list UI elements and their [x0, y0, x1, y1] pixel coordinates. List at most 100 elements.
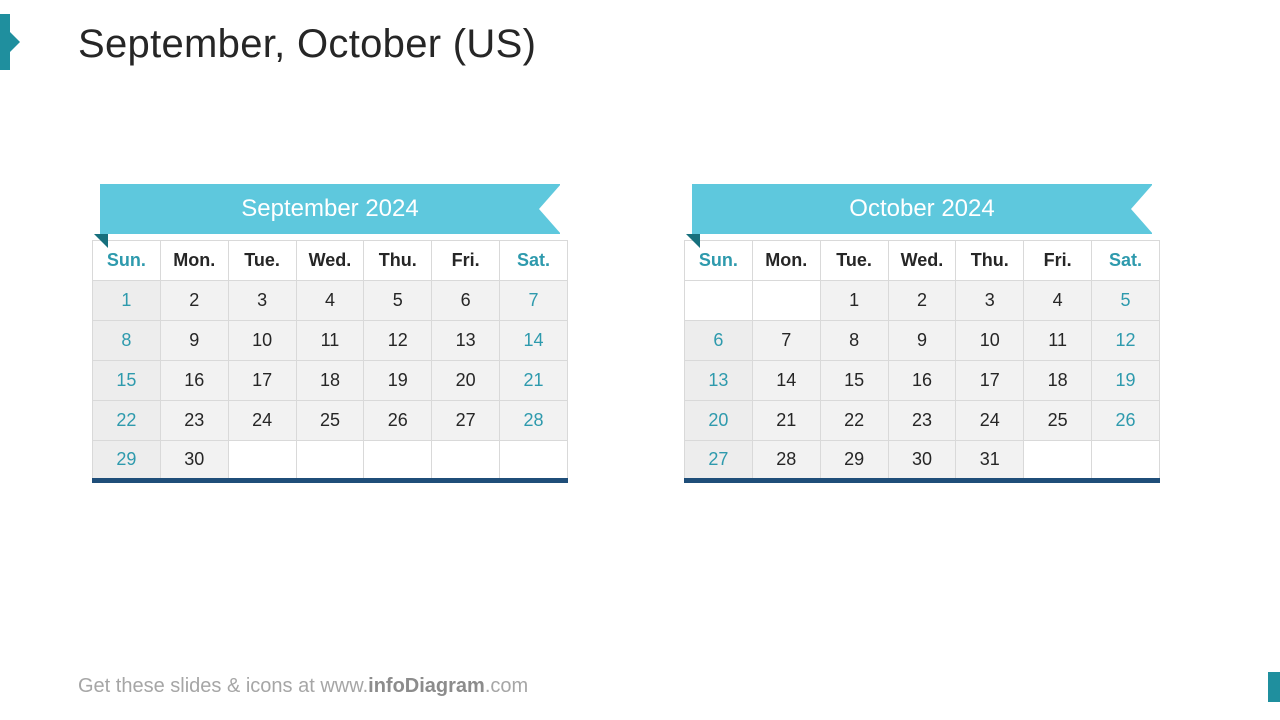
calendar-cell: 12	[1092, 321, 1160, 361]
calendar-cell: 30	[160, 441, 228, 481]
calendar-cell: 21	[500, 361, 568, 401]
day-header: Mon.	[160, 241, 228, 281]
day-header: Tue.	[820, 241, 888, 281]
calendar-cell: 9	[888, 321, 956, 361]
calendar-row: 891011121314	[93, 321, 568, 361]
calendar-cell: 7	[500, 281, 568, 321]
calendar-cell: 28	[500, 401, 568, 441]
calendar-row: 22232425262728	[93, 401, 568, 441]
calendar-cell: 19	[364, 361, 432, 401]
calendar-cell	[500, 441, 568, 481]
calendar-cell: 10	[956, 321, 1024, 361]
calendar-cell: 13	[432, 321, 500, 361]
calendar-row: 12345	[685, 281, 1160, 321]
day-header: Sat.	[500, 241, 568, 281]
calendar-cell: 26	[364, 401, 432, 441]
calendar-cell: 25	[296, 401, 364, 441]
calendar-cell: 27	[685, 441, 753, 481]
calendar-cell	[1092, 441, 1160, 481]
day-header: Fri.	[432, 241, 500, 281]
calendar-cell: 24	[228, 401, 296, 441]
calendar-cell: 28	[752, 441, 820, 481]
calendar-cell: 4	[296, 281, 364, 321]
calendar-cell: 22	[820, 401, 888, 441]
calendar-row: 2728293031	[685, 441, 1160, 481]
calendar-cell: 1	[820, 281, 888, 321]
calendar-cell: 4	[1024, 281, 1092, 321]
day-header: Thu.	[364, 241, 432, 281]
calendar-cell: 13	[685, 361, 753, 401]
calendar-cell	[228, 441, 296, 481]
day-header: Fri.	[1024, 241, 1092, 281]
footer-text: Get these slides & icons at www.infoDiag…	[78, 675, 528, 698]
calendar-cell: 11	[296, 321, 364, 361]
ribbon-tail	[94, 234, 108, 248]
calendar-cell: 9	[160, 321, 228, 361]
calendar-cell: 21	[752, 401, 820, 441]
day-header: Thu.	[956, 241, 1024, 281]
calendar-cell: 14	[500, 321, 568, 361]
calendar-cell: 7	[752, 321, 820, 361]
calendar-table: Sun.Mon.Tue.Wed.Thu.Fri.Sat.123456789101…	[684, 240, 1160, 483]
calendar-cell: 29	[820, 441, 888, 481]
page-title: September, October (US)	[78, 22, 536, 67]
ribbon-tail	[686, 234, 700, 248]
calendar-cell: 6	[685, 321, 753, 361]
calendar-cell: 18	[296, 361, 364, 401]
calendar-cell: 17	[228, 361, 296, 401]
calendar-cell: 15	[820, 361, 888, 401]
calendar-cell: 31	[956, 441, 1024, 481]
calendar-row: 2930	[93, 441, 568, 481]
calendar-cell: 15	[93, 361, 161, 401]
calendar-cell: 6	[432, 281, 500, 321]
calendar-cell: 23	[888, 401, 956, 441]
calendar-cell: 2	[160, 281, 228, 321]
calendar-cell: 5	[1092, 281, 1160, 321]
calendar-cell: 14	[752, 361, 820, 401]
day-header: Wed.	[296, 241, 364, 281]
calendar-cell: 30	[888, 441, 956, 481]
calendar-row: 20212223242526	[685, 401, 1160, 441]
calendar-cell: 10	[228, 321, 296, 361]
day-header: Mon.	[752, 241, 820, 281]
calendar-row: 15161718192021	[93, 361, 568, 401]
calendar-cell: 11	[1024, 321, 1092, 361]
day-header: Sat.	[1092, 241, 1160, 281]
calendar-cell: 19	[1092, 361, 1160, 401]
calendar-cell	[1024, 441, 1092, 481]
calendar-cell: 26	[1092, 401, 1160, 441]
month-ribbon: October 2024	[692, 184, 1152, 234]
calendar-cell: 16	[160, 361, 228, 401]
calendar-cell: 27	[432, 401, 500, 441]
footer-accent	[1268, 672, 1280, 702]
day-header: Wed.	[888, 241, 956, 281]
calendar-cell: 20	[685, 401, 753, 441]
calendar-cell: 12	[364, 321, 432, 361]
calendar-table: Sun.Mon.Tue.Wed.Thu.Fri.Sat.123456789101…	[92, 240, 568, 483]
calendar-row: 13141516171819	[685, 361, 1160, 401]
calendar-cell: 3	[228, 281, 296, 321]
day-header: Tue.	[228, 241, 296, 281]
calendar-cell: 3	[956, 281, 1024, 321]
calendar-cell	[685, 281, 753, 321]
calendar-cell	[432, 441, 500, 481]
calendar-cell: 5	[364, 281, 432, 321]
calendar-cell: 29	[93, 441, 161, 481]
calendar-cell: 16	[888, 361, 956, 401]
calendar-row: 6789101112	[685, 321, 1160, 361]
calendar-cell: 25	[1024, 401, 1092, 441]
calendar-cell: 8	[93, 321, 161, 361]
calendar-september: September 2024Sun.Mon.Tue.Wed.Thu.Fri.Sa…	[92, 184, 568, 483]
calendar-cell: 2	[888, 281, 956, 321]
month-ribbon: September 2024	[100, 184, 560, 234]
calendar-cell	[752, 281, 820, 321]
calendar-cell: 17	[956, 361, 1024, 401]
calendar-october: October 2024Sun.Mon.Tue.Wed.Thu.Fri.Sat.…	[684, 184, 1160, 483]
calendar-row: 1234567	[93, 281, 568, 321]
calendar-cell: 1	[93, 281, 161, 321]
left-accent-arrow	[0, 14, 18, 70]
slide-page: September, October (US) September 2024Su…	[0, 0, 1280, 720]
calendar-cell: 18	[1024, 361, 1092, 401]
calendar-cell: 22	[93, 401, 161, 441]
calendar-cell	[296, 441, 364, 481]
